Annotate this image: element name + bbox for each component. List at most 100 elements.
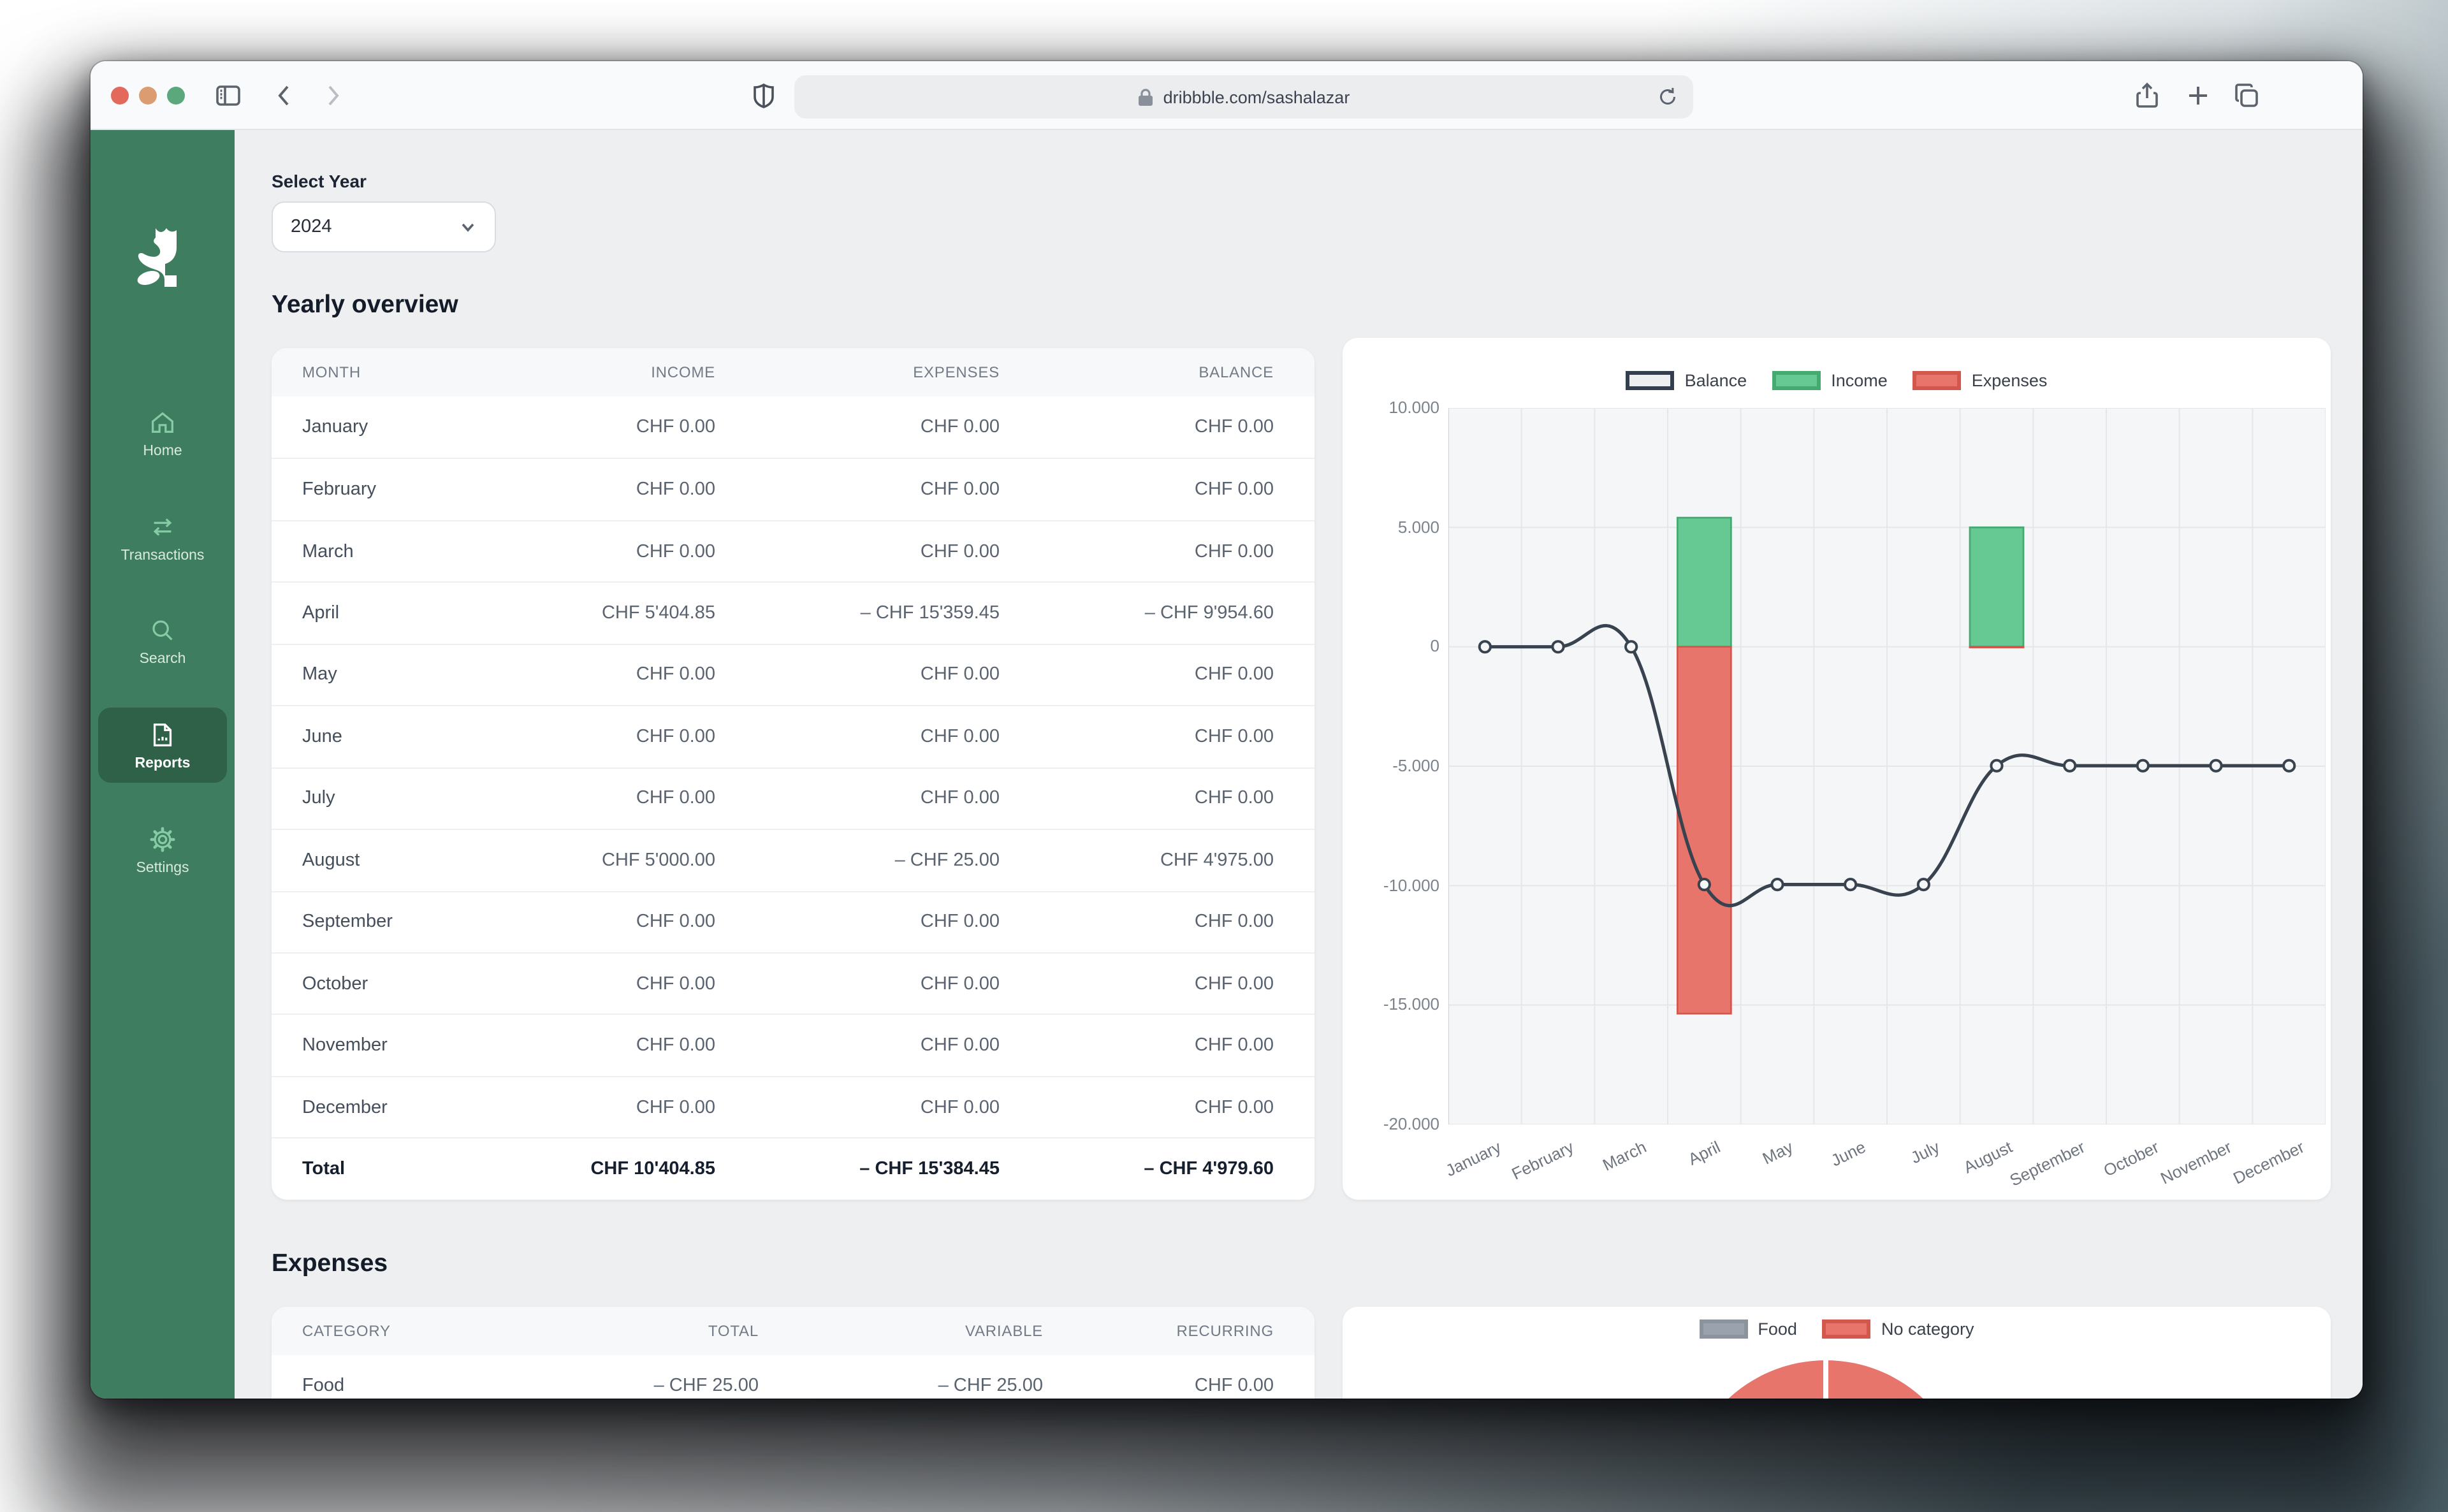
x-tick-label: June	[1828, 1137, 1869, 1170]
home-icon	[152, 412, 173, 433]
address-bar[interactable]: dribbble.com/sashalazar	[794, 75, 1693, 119]
x-tick-label: October	[2100, 1137, 2162, 1181]
sidebar-item-transactions[interactable]: Transactions	[98, 500, 227, 575]
cell: CHF 0.00	[920, 1035, 1000, 1056]
cell: January	[302, 417, 368, 438]
column-header: TOTAL	[708, 1322, 759, 1340]
x-tick-label: March	[1599, 1137, 1650, 1175]
column-header: RECURRING	[1176, 1322, 1274, 1340]
income-bar	[1676, 516, 1732, 648]
cell: CHF 10'404.85	[590, 1158, 715, 1179]
balance-point	[2282, 759, 2296, 773]
legend-item-no-category: No category	[1822, 1319, 1974, 1339]
reload-icon[interactable]	[1656, 85, 1679, 108]
column-header: CATEGORY	[302, 1322, 391, 1340]
sidebar-item-home[interactable]: Home	[98, 395, 227, 470]
table-row: Food – CHF 25.00 – CHF 25.00 CHF 0.00	[272, 1355, 1315, 1399]
food-swatch	[1699, 1319, 1748, 1339]
cell: CHF 0.00	[1194, 1097, 1274, 1118]
cell: May	[302, 664, 337, 685]
legend-item-income: Income	[1772, 371, 1888, 390]
expenses-bar	[1969, 646, 2025, 649]
table-row: October CHF 0.00 CHF 0.00 CHF 0.00	[272, 952, 1315, 1014]
expenses-table-header: CATEGORY TOTAL VARIABLE RECURRING	[272, 1307, 1315, 1355]
y-tick-label: -20.000	[1383, 1114, 1439, 1133]
pie-legend: Food No category	[1343, 1319, 2331, 1339]
x-tick-label: April	[1684, 1137, 1723, 1169]
lock-icon	[1138, 87, 1155, 106]
main-content: Select Year 2024 Yearly overview MONTH I…	[235, 130, 2363, 1399]
x-tick-label: August	[1960, 1137, 2016, 1177]
report-document-icon	[153, 723, 172, 746]
forward-icon[interactable]	[317, 80, 348, 111]
cell: CHF 0.00	[1194, 541, 1274, 562]
expenses-bar	[1676, 646, 1732, 1015]
cell: CHF 0.00	[920, 912, 1000, 933]
legend-item-balance: Balance	[1626, 371, 1747, 390]
balance-point	[1624, 640, 1638, 654]
cell: – CHF 9'954.60	[1144, 603, 1274, 624]
cell: CHF 0.00	[1194, 726, 1274, 747]
select-year-label: Select Year	[272, 171, 367, 191]
share-icon[interactable]	[2132, 80, 2162, 111]
balance-point	[1916, 878, 1930, 892]
table-row: December CHF 0.00 CHF 0.00 CHF 0.00	[272, 1075, 1315, 1138]
table-row: March CHF 0.00 CHF 0.00 CHF 0.00	[272, 520, 1315, 582]
cell: August	[302, 850, 360, 871]
column-header: BALANCE	[1198, 363, 1274, 381]
balance-point	[1697, 878, 1711, 892]
cell: July	[302, 788, 335, 809]
sidebar-item-label: Search	[139, 651, 186, 667]
sidebar-item-label: Settings	[136, 861, 189, 876]
expenses-table-body: Food – CHF 25.00 – CHF 25.00 CHF 0.00	[272, 1355, 1315, 1399]
sidebar-item-settings[interactable]: Settings	[98, 812, 227, 887]
zoom-window-button[interactable]	[167, 87, 185, 105]
x-tick-label: July	[1907, 1137, 1942, 1168]
close-window-button[interactable]	[111, 87, 129, 105]
column-header: INCOME	[651, 363, 715, 381]
new-tab-icon[interactable]	[2183, 80, 2213, 111]
expenses-title: Expenses	[272, 1249, 388, 1277]
balance-point	[1770, 878, 1784, 892]
cell: CHF 0.00	[636, 788, 715, 809]
transfer-arrows-icon	[153, 518, 172, 536]
cell: June	[302, 726, 342, 747]
tab-overview-icon[interactable]	[2231, 80, 2262, 111]
cell: March	[302, 541, 354, 562]
cell: CHF 0.00	[920, 417, 1000, 438]
cell: CHF 0.00	[1194, 664, 1274, 685]
cell: December	[302, 1097, 388, 1118]
back-icon[interactable]	[269, 80, 300, 111]
balance-point	[2136, 759, 2150, 773]
cell: CHF 0.00	[1194, 788, 1274, 809]
income-bar	[1969, 526, 2025, 648]
browser-toolbar: dribbble.com/sashalazar	[91, 61, 2363, 130]
cell: CHF 0.00	[636, 726, 715, 747]
cell: September	[302, 912, 393, 933]
sidebar-toggle-icon[interactable]	[213, 80, 244, 111]
cell: CHF 0.00	[1194, 1376, 1274, 1397]
balance-chart-card: Balance Income Expenses 10.000 5.000 0 -5.0…	[1343, 338, 2331, 1200]
table-total-row: Total CHF 10'404.85 – CHF 15'384.45 – CHF 4…	[272, 1137, 1315, 1200]
y-tick-label: 0	[1430, 636, 1439, 656]
expenses-pie-chart	[1683, 1360, 1969, 1399]
balance-chart-plot	[1448, 408, 2326, 1124]
year-select-value: 2024	[291, 217, 332, 237]
cell: CHF 0.00	[636, 912, 715, 933]
x-tick-label: November	[2157, 1137, 2235, 1188]
year-select[interactable]: 2024	[272, 201, 496, 252]
cell: – CHF 15'384.45	[859, 1158, 1000, 1179]
cell: CHF 0.00	[920, 788, 1000, 809]
cell: CHF 5'000.00	[601, 850, 715, 871]
cell: CHF 0.00	[920, 973, 1000, 994]
minimize-window-button[interactable]	[139, 87, 157, 105]
sidebar-item-search[interactable]: Search	[98, 603, 227, 678]
privacy-shield-icon[interactable]	[748, 80, 779, 111]
column-header: MONTH	[302, 363, 361, 381]
table-row: January CHF 0.00 CHF 0.00 CHF 0.00	[272, 396, 1315, 458]
cell: – CHF 25.00	[894, 850, 1000, 871]
sidebar-item-reports[interactable]: Reports	[98, 708, 227, 783]
search-icon	[152, 620, 173, 641]
chevron-down-icon	[459, 218, 477, 236]
legend-item-food: Food	[1699, 1319, 1797, 1339]
